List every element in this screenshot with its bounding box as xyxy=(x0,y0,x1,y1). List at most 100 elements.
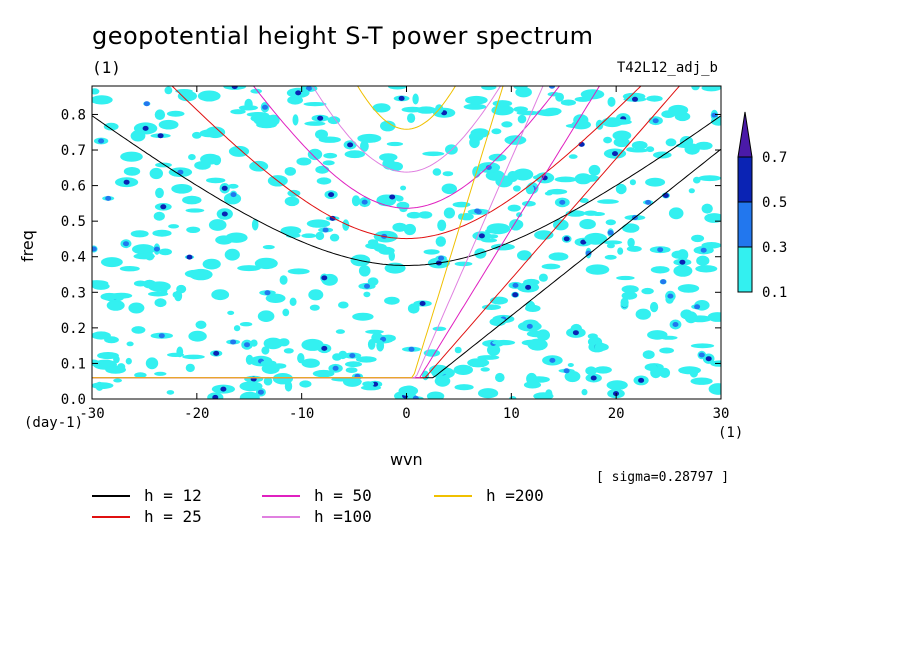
power-blob xyxy=(653,151,672,159)
power-peak xyxy=(526,323,533,329)
power-blob xyxy=(244,98,253,110)
power-blob xyxy=(316,177,332,185)
power-blob xyxy=(185,363,195,373)
power-blob xyxy=(525,304,541,312)
y-tick-label: 0.6 xyxy=(61,179,86,195)
power-blob xyxy=(154,298,167,308)
power-blob xyxy=(584,210,598,216)
power-blob xyxy=(604,254,617,260)
power-peak xyxy=(398,95,405,101)
power-blob xyxy=(128,302,145,314)
power-blob xyxy=(373,243,388,252)
power-peak xyxy=(157,133,164,139)
power-blob xyxy=(92,359,100,366)
power-blob xyxy=(186,226,201,233)
power-peak xyxy=(321,275,328,281)
power-peak xyxy=(123,241,129,247)
power-blob xyxy=(621,285,639,294)
legend-label: h = 25 xyxy=(144,507,202,526)
power-blob xyxy=(629,179,637,186)
power-peak xyxy=(580,239,587,245)
power-blob xyxy=(224,248,240,261)
power-blob xyxy=(564,370,581,383)
power-blob xyxy=(486,223,511,235)
power-blob xyxy=(92,95,113,105)
power-blob xyxy=(585,264,610,275)
y-tick-label: 0.1 xyxy=(61,356,86,372)
power-blob xyxy=(522,200,536,207)
y-tick-label: 0.5 xyxy=(61,214,86,230)
power-blob xyxy=(437,219,447,231)
power-peak xyxy=(700,247,707,253)
power-blob xyxy=(534,230,554,240)
power-peak xyxy=(364,283,370,289)
power-blob xyxy=(482,304,501,311)
power-peak xyxy=(230,339,237,345)
power-blob xyxy=(92,280,109,287)
power-blob xyxy=(279,275,288,285)
power-blob xyxy=(133,280,147,287)
power-peak xyxy=(559,199,566,205)
power-blob xyxy=(615,183,627,195)
x-unit-right: (1) xyxy=(718,425,744,441)
power-blob xyxy=(199,129,218,138)
power-blob xyxy=(668,207,684,220)
power-blob xyxy=(260,360,277,366)
power-peak xyxy=(186,254,193,260)
power-blob xyxy=(185,208,205,213)
power-blob xyxy=(284,196,300,207)
power-blob xyxy=(352,312,374,321)
power-blob xyxy=(308,289,324,301)
power-blob xyxy=(665,138,677,147)
power-blob xyxy=(200,153,221,165)
power-peak xyxy=(572,330,579,336)
power-peak xyxy=(657,247,664,253)
power-blob xyxy=(489,317,507,327)
power-blob xyxy=(553,219,569,231)
power-peak xyxy=(361,199,368,205)
power-blob xyxy=(142,279,157,289)
power-blob xyxy=(406,211,422,219)
power-blob xyxy=(645,177,666,187)
power-blob xyxy=(282,308,290,317)
power-blob xyxy=(189,268,213,281)
power-blob xyxy=(245,354,254,365)
power-blob xyxy=(303,102,327,107)
power-blob xyxy=(188,154,196,161)
power-blob xyxy=(513,106,528,113)
power-blob xyxy=(271,363,287,369)
power-blob xyxy=(160,284,168,296)
chart-title: geopotential height S-T power spectrum xyxy=(92,22,594,50)
power-blob xyxy=(188,330,207,342)
legend-swatch xyxy=(434,494,472,497)
power-blob xyxy=(574,173,592,185)
power-blob xyxy=(168,224,180,229)
power-peak xyxy=(638,377,645,383)
power-peak xyxy=(438,255,445,261)
power-blob xyxy=(491,105,514,116)
x-tick-label: 30 xyxy=(713,406,730,422)
power-blob xyxy=(237,265,261,272)
power-blob xyxy=(491,128,502,135)
power-blob xyxy=(454,384,474,391)
power-blob xyxy=(504,135,527,145)
power-blob xyxy=(155,162,172,168)
power-peak xyxy=(257,389,264,395)
power-blob xyxy=(650,301,659,313)
power-peak xyxy=(160,204,167,210)
colorbar-segment xyxy=(737,201,753,248)
dispersion-curve-kelvin xyxy=(92,148,721,379)
power-blob xyxy=(555,92,564,102)
power-blob xyxy=(544,191,553,196)
power-blob xyxy=(554,176,577,183)
power-blob xyxy=(452,201,471,208)
power-blob xyxy=(526,372,538,385)
power-blob xyxy=(467,358,490,368)
power-peak xyxy=(231,86,238,90)
power-peak xyxy=(698,352,705,358)
power-peak xyxy=(142,125,149,131)
power-blob xyxy=(696,255,710,266)
power-blob xyxy=(617,247,624,255)
power-peak xyxy=(549,86,555,89)
